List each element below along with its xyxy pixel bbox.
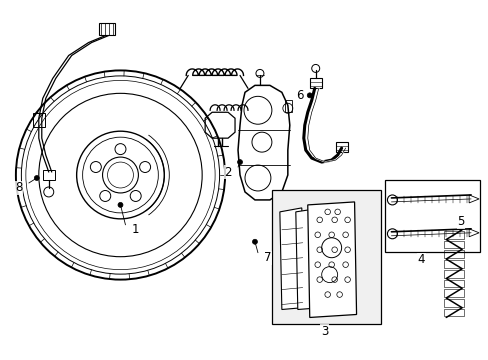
Bar <box>385 180 479 252</box>
Bar <box>443 260 463 268</box>
Bar <box>443 240 463 248</box>
Circle shape <box>118 202 122 207</box>
Bar <box>335 142 347 152</box>
Text: 3: 3 <box>320 325 328 338</box>
Bar <box>33 113 45 127</box>
Circle shape <box>102 157 138 193</box>
Bar <box>443 279 463 287</box>
Bar <box>443 299 463 307</box>
Polygon shape <box>307 202 356 318</box>
Bar <box>271 190 381 324</box>
Circle shape <box>306 93 312 98</box>
Bar <box>443 309 463 316</box>
Polygon shape <box>279 208 304 310</box>
Circle shape <box>252 239 257 244</box>
Text: 6: 6 <box>295 89 303 102</box>
Text: 1: 1 <box>131 223 139 236</box>
Text: 4: 4 <box>417 253 424 266</box>
Bar <box>309 78 321 88</box>
Bar <box>42 170 55 180</box>
Circle shape <box>386 195 397 205</box>
Bar <box>443 289 463 297</box>
Bar <box>443 270 463 278</box>
Bar <box>443 231 463 239</box>
Text: 8: 8 <box>15 181 22 194</box>
Bar <box>443 250 463 258</box>
Circle shape <box>386 229 397 239</box>
Circle shape <box>237 159 242 165</box>
Text: 2: 2 <box>224 166 231 179</box>
Text: 7: 7 <box>264 251 271 264</box>
Text: 5: 5 <box>457 215 464 228</box>
Bar <box>99 23 114 35</box>
Polygon shape <box>295 208 323 310</box>
Circle shape <box>34 176 39 180</box>
